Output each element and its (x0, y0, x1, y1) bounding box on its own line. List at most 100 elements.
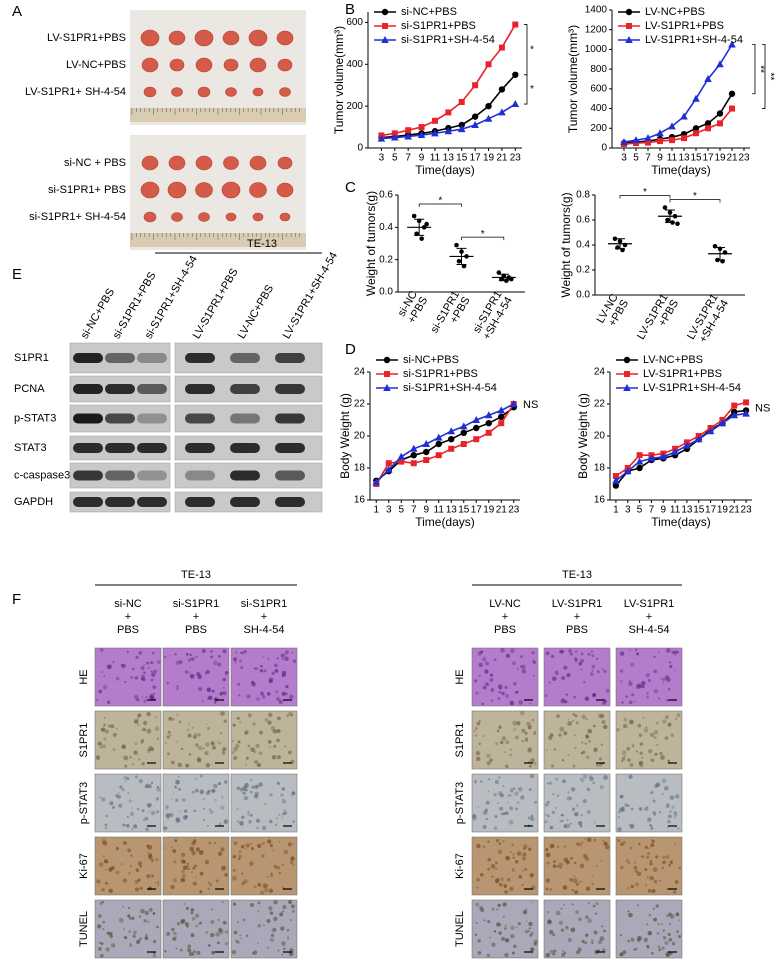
ihc-image (615, 836, 683, 896)
y-axis-label: Tumor volume(mm³) (566, 25, 580, 133)
texture (115, 870, 120, 875)
texture (503, 890, 508, 894)
texture (658, 948, 662, 952)
dot (454, 242, 459, 248)
texture (530, 931, 534, 935)
x-tick-label: 19 (483, 153, 495, 164)
texture (549, 733, 554, 737)
texture (485, 800, 490, 805)
texture (188, 951, 194, 957)
column-label: LV-NC (489, 598, 521, 610)
tumor (276, 182, 294, 198)
y-tick-label: 0.8 (576, 190, 590, 201)
texture (282, 798, 284, 801)
texture (487, 840, 490, 843)
x-tick-label: 3 (621, 153, 627, 164)
ihc-image (94, 773, 162, 833)
texture (508, 820, 514, 825)
texture (236, 807, 239, 811)
y-tick-label: 0.4 (379, 222, 393, 233)
texture (603, 724, 608, 730)
texture (237, 740, 241, 744)
y-tick-label: 22 (594, 399, 606, 410)
texture (649, 862, 653, 866)
texture (563, 731, 568, 736)
texture (651, 888, 656, 894)
texture (144, 933, 148, 937)
texture (499, 883, 503, 887)
row-label: p-STAT3 (454, 782, 466, 824)
texture (594, 912, 598, 915)
texture (570, 822, 572, 825)
texture (493, 658, 497, 662)
texture (529, 933, 533, 937)
texture (268, 712, 273, 718)
texture (495, 868, 498, 870)
texture (281, 673, 286, 678)
column-label: PBS (494, 624, 516, 636)
texture (136, 698, 140, 702)
texture (628, 774, 633, 779)
texture (208, 695, 213, 700)
texture (527, 816, 532, 820)
texture (241, 651, 245, 655)
tumor (276, 30, 294, 46)
texture (530, 817, 535, 821)
texture (627, 804, 630, 807)
texture (206, 687, 211, 692)
texture (208, 808, 211, 811)
texture (630, 823, 635, 828)
band (105, 353, 135, 363)
texture (201, 699, 204, 703)
texture (500, 877, 504, 882)
texture (242, 918, 246, 922)
texture (236, 820, 240, 823)
texture (528, 788, 532, 791)
texture (179, 948, 183, 952)
texture (102, 840, 108, 846)
texture (547, 782, 550, 785)
series-line (375, 403, 515, 483)
texture (235, 939, 238, 943)
column-label: SH-4-54 (244, 624, 285, 636)
texture (555, 777, 559, 781)
marker (511, 100, 520, 108)
texture (667, 687, 671, 691)
texture (507, 794, 511, 797)
panel-label: A (12, 3, 22, 20)
texture (106, 664, 112, 670)
texture (574, 734, 577, 737)
marker (647, 454, 656, 462)
texture (578, 917, 582, 922)
band (73, 413, 103, 424)
x-tick-label: 7 (411, 505, 417, 516)
texture (182, 815, 188, 820)
texture (532, 674, 535, 677)
texture (584, 838, 587, 840)
texture (563, 824, 567, 827)
texture (150, 670, 153, 673)
marker (485, 420, 492, 427)
texture (262, 883, 268, 889)
significance-label: NS (523, 399, 538, 411)
texture (253, 950, 258, 955)
texture (565, 860, 571, 865)
texture (474, 679, 478, 683)
texture (623, 755, 626, 758)
texture (548, 681, 551, 684)
texture (584, 742, 587, 745)
texture (569, 878, 573, 882)
texture (214, 701, 217, 704)
texture (103, 859, 108, 864)
marker (498, 413, 505, 420)
texture (628, 700, 633, 705)
texture (235, 651, 238, 654)
texture (98, 947, 102, 951)
texture (501, 736, 507, 741)
dot (411, 213, 417, 219)
y-tick-label: 0.2 (576, 265, 590, 276)
texture (154, 726, 160, 732)
texture (498, 690, 501, 694)
tumor (195, 182, 213, 198)
texture (617, 827, 622, 832)
